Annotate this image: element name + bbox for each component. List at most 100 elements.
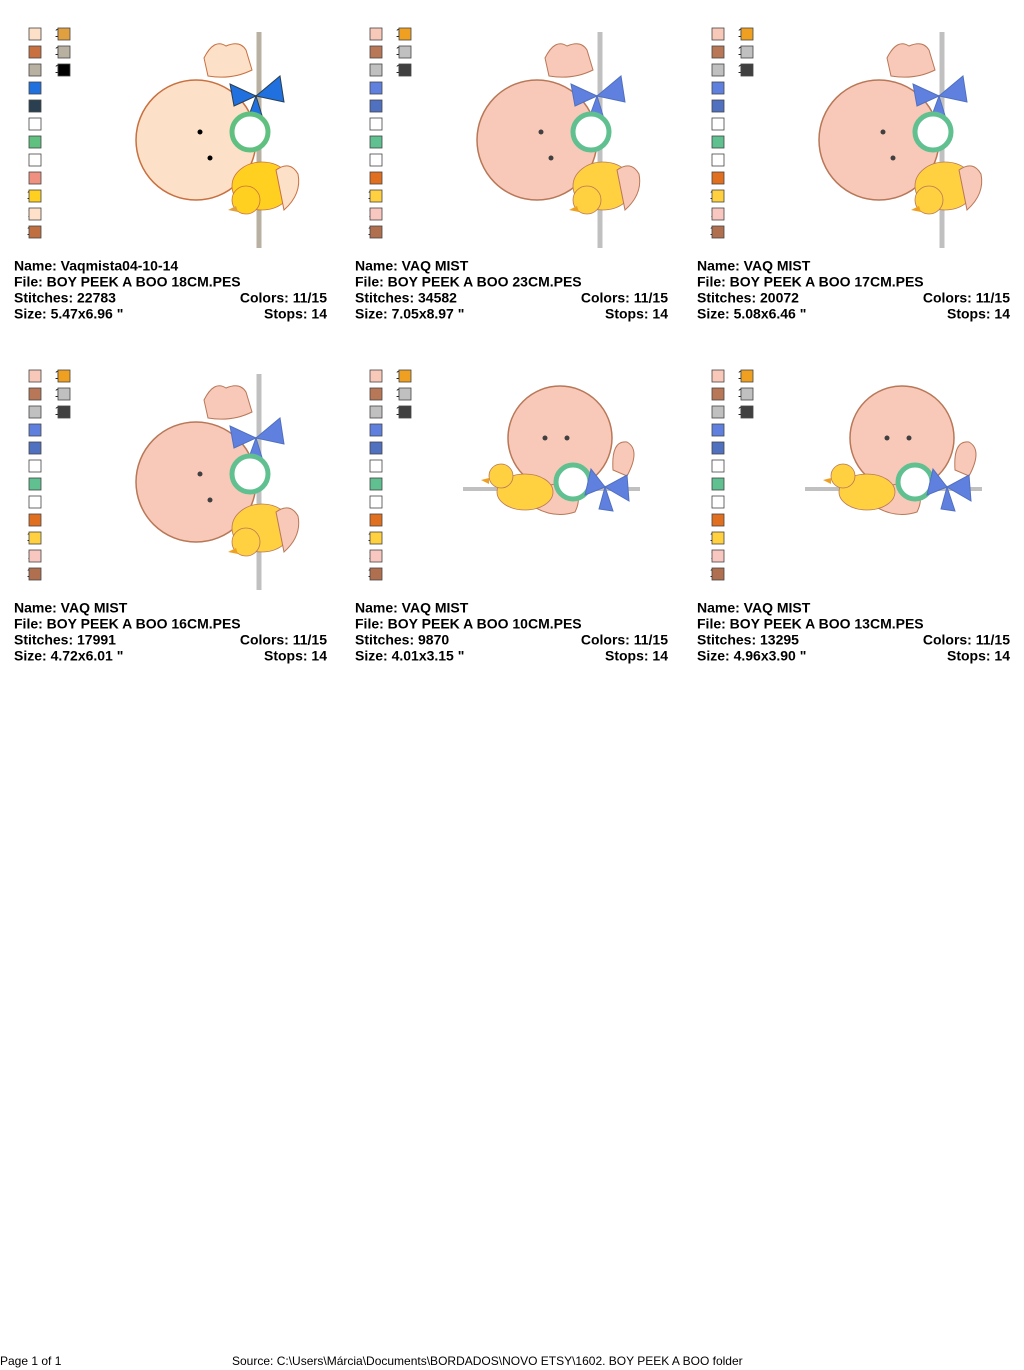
embroidery-art <box>476 32 641 248</box>
color-swatch <box>57 45 71 59</box>
color-swatch <box>28 135 42 149</box>
design-card: 123456789101112131415Name: VAQ MISTFile:… <box>14 368 327 664</box>
color-swatch <box>711 405 725 419</box>
info-stops: Stops: 14 <box>947 306 1010 322</box>
color-swatch <box>369 63 383 77</box>
eye <box>548 155 554 161</box>
duck-head <box>830 463 856 489</box>
color-swatch <box>28 225 42 239</box>
embroidery-art <box>135 374 300 590</box>
hand <box>616 165 641 211</box>
info-size: Size: 4.72x6.01 " <box>14 648 123 664</box>
embroidery-art <box>463 385 640 515</box>
color-swatch <box>28 405 42 419</box>
color-swatch <box>711 531 725 545</box>
info-name: Name: VAQ MIST <box>697 600 811 616</box>
eye <box>207 497 213 503</box>
color-swatch <box>711 477 725 491</box>
color-swatch <box>711 189 725 203</box>
color-swatch <box>57 27 71 41</box>
eye <box>884 435 890 441</box>
color-swatch <box>28 513 42 527</box>
pacifier <box>570 111 612 153</box>
color-swatch <box>28 117 42 131</box>
info-stitches: Stitches: 13295 <box>697 632 799 648</box>
bow <box>926 467 972 512</box>
color-swatch <box>369 81 383 95</box>
eye <box>880 129 886 135</box>
color-swatch <box>369 171 383 185</box>
color-swatch <box>369 225 383 239</box>
embroidery-art <box>135 32 300 248</box>
info-file: File: BOY PEEK A BOO 10CM.PES <box>355 616 582 632</box>
pacifier <box>912 111 954 153</box>
color-swatch <box>28 369 42 383</box>
info-name: Name: VAQ MIST <box>697 258 811 274</box>
info-colors: Colors: 11/15 <box>240 290 327 306</box>
color-swatch <box>28 63 42 77</box>
design-card: 123456789101112131415Name: VAQ MISTFile:… <box>355 26 668 322</box>
info-file: File: BOY PEEK A BOO 23CM.PES <box>355 274 582 290</box>
hand <box>275 165 300 211</box>
info-name: Name: VAQ MIST <box>355 600 469 616</box>
eye <box>890 155 896 161</box>
color-swatch <box>398 27 412 41</box>
color-swatch <box>711 207 725 221</box>
color-swatch <box>28 531 42 545</box>
color-swatch <box>28 81 42 95</box>
duck-beak <box>228 548 238 554</box>
info-stitches: Stitches: 17991 <box>14 632 116 648</box>
color-swatch <box>369 549 383 563</box>
color-swatch <box>398 405 412 419</box>
color-swatch <box>369 207 383 221</box>
color-swatch <box>369 423 383 437</box>
duck-head <box>231 185 261 215</box>
info-size: Size: 7.05x8.97 " <box>355 306 464 322</box>
color-swatch <box>28 45 42 59</box>
color-swatch <box>740 387 754 401</box>
color-swatch <box>740 405 754 419</box>
color-swatch <box>711 99 725 113</box>
color-swatch <box>369 459 383 473</box>
design-card: 123456789101112131415Name: VAQ MISTFile:… <box>697 26 1010 322</box>
color-swatch <box>28 423 42 437</box>
color-swatch <box>711 225 725 239</box>
color-swatch <box>28 27 42 41</box>
color-swatch <box>28 189 42 203</box>
color-swatch <box>369 99 383 113</box>
info-file: File: BOY PEEK A BOO 13CM.PES <box>697 616 924 632</box>
color-swatch <box>369 531 383 545</box>
embroidery-art <box>805 385 982 515</box>
info-stops: Stops: 14 <box>947 648 1010 664</box>
design-card: 123456789101112131415Name: VAQ MISTFile:… <box>355 368 668 664</box>
color-swatch <box>398 63 412 77</box>
color-swatch <box>711 81 725 95</box>
info-colors: Colors: 11/15 <box>581 632 668 648</box>
color-swatch <box>398 45 412 59</box>
color-swatch <box>711 495 725 509</box>
eye <box>207 155 213 161</box>
color-swatch <box>57 387 71 401</box>
info-stitches: Stitches: 20072 <box>697 290 799 306</box>
eye <box>538 129 544 135</box>
info-size: Size: 5.47x6.96 " <box>14 306 123 322</box>
info-file: File: BOY PEEK A BOO 17CM.PES <box>697 274 924 290</box>
eye <box>564 435 570 441</box>
info-stitches: Stitches: 9870 <box>355 632 449 648</box>
color-swatch <box>711 513 725 527</box>
color-swatch <box>711 27 725 41</box>
info-colors: Colors: 11/15 <box>923 632 1010 648</box>
pacifier <box>229 111 271 153</box>
info-colors: Colors: 11/15 <box>581 290 668 306</box>
info-colors: Colors: 11/15 <box>240 632 327 648</box>
color-swatch <box>28 495 42 509</box>
info-name: Name: VAQ MIST <box>14 600 128 616</box>
pacifier <box>229 453 271 495</box>
color-swatch <box>369 135 383 149</box>
info-size: Size: 4.01x3.15 " <box>355 648 464 664</box>
wave-hand <box>612 441 635 477</box>
color-swatch <box>369 513 383 527</box>
hand <box>275 507 300 553</box>
duck-head <box>231 527 261 557</box>
color-swatch <box>28 441 42 455</box>
